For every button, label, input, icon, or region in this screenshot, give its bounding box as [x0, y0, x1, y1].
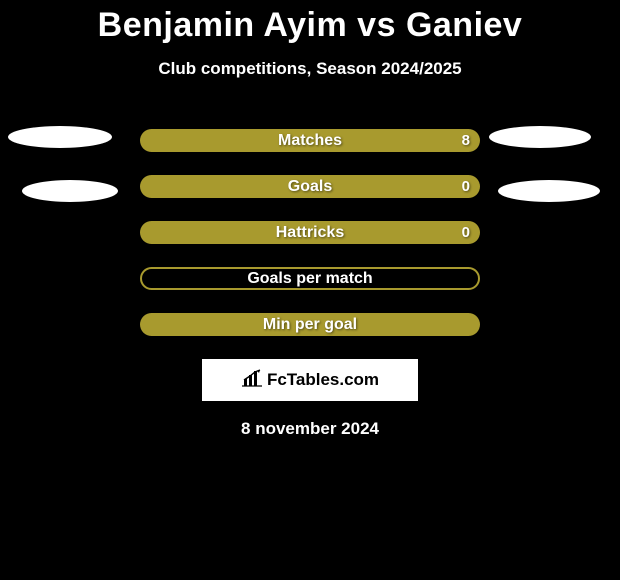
footer-badge[interactable]: FcTables.com	[202, 359, 418, 401]
decorative-ellipse	[489, 126, 591, 148]
subtitle: Club competitions, Season 2024/2025	[0, 59, 620, 79]
page-title: Benjamin Ayim vs Ganiev	[0, 0, 620, 45]
stat-label: Min per goal	[140, 316, 480, 334]
footer-brand-text: FcTables.com	[267, 370, 379, 390]
stat-value: 0	[462, 224, 470, 241]
stat-value: 0	[462, 178, 470, 195]
stat-row: Min per goal	[140, 313, 480, 336]
stat-row: Matches8	[140, 129, 480, 152]
decorative-ellipse	[8, 126, 112, 148]
stat-label: Goals	[140, 178, 480, 196]
stat-label: Hattricks	[140, 224, 480, 242]
stats-container: Matches8Goals0Hattricks0Goals per matchM…	[140, 129, 480, 336]
stat-label: Goals per match	[142, 270, 478, 288]
decorative-ellipse	[498, 180, 600, 202]
date-text: 8 november 2024	[0, 419, 620, 439]
bar-chart-icon	[241, 369, 263, 392]
decorative-ellipse	[22, 180, 118, 202]
stat-label: Matches	[140, 132, 480, 150]
stat-row: Hattricks0	[140, 221, 480, 244]
stat-row: Goals per match	[140, 267, 480, 290]
stat-value: 8	[462, 132, 470, 149]
stat-row: Goals0	[140, 175, 480, 198]
